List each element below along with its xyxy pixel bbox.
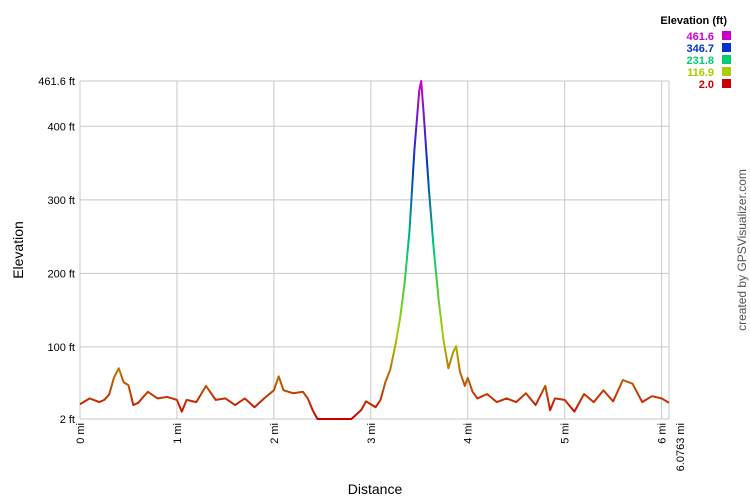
- x-tick-label: 1 mi: [172, 423, 184, 444]
- legend-label: 461.6: [686, 31, 714, 43]
- y-axis-label: Elevation: [10, 221, 26, 279]
- legend-swatch: [722, 79, 731, 88]
- x-axis-label: Distance: [348, 481, 403, 497]
- legend-swatch: [722, 55, 731, 64]
- x-tick-label: 6 mi: [657, 423, 669, 444]
- y-tick-label: 300 ft: [47, 195, 75, 207]
- x-tick-label: 2 mi: [269, 423, 281, 444]
- x-tick-label: 0 mi: [75, 423, 87, 444]
- elevation-line: [79, 80, 670, 420]
- credit: created by GPSVisualizer.com: [735, 169, 749, 331]
- legend-swatch: [722, 67, 731, 76]
- x-tick-label: 6.0763 mi: [675, 423, 687, 471]
- x-tick-label: 4 mi: [463, 423, 475, 444]
- legend-label: 231.8: [686, 55, 714, 67]
- y-tick-label: 461.6 ft: [38, 76, 75, 88]
- x-tick-label: 3 mi: [366, 423, 378, 444]
- y-tick-label: 200 ft: [47, 268, 75, 280]
- legend-label: 2.0: [699, 79, 714, 91]
- legend-label: 116.9: [687, 67, 714, 79]
- legend-label: 346.7: [686, 43, 714, 55]
- legend-swatch: [722, 43, 731, 52]
- legend-title: Elevation (ft): [660, 15, 727, 27]
- x-tick-label: 5 mi: [560, 423, 572, 444]
- y-tick-label: 2 ft: [60, 414, 75, 426]
- y-tick-label: 400 ft: [47, 121, 75, 133]
- legend-swatch: [722, 31, 731, 40]
- y-tick-label: 100 ft: [47, 342, 75, 354]
